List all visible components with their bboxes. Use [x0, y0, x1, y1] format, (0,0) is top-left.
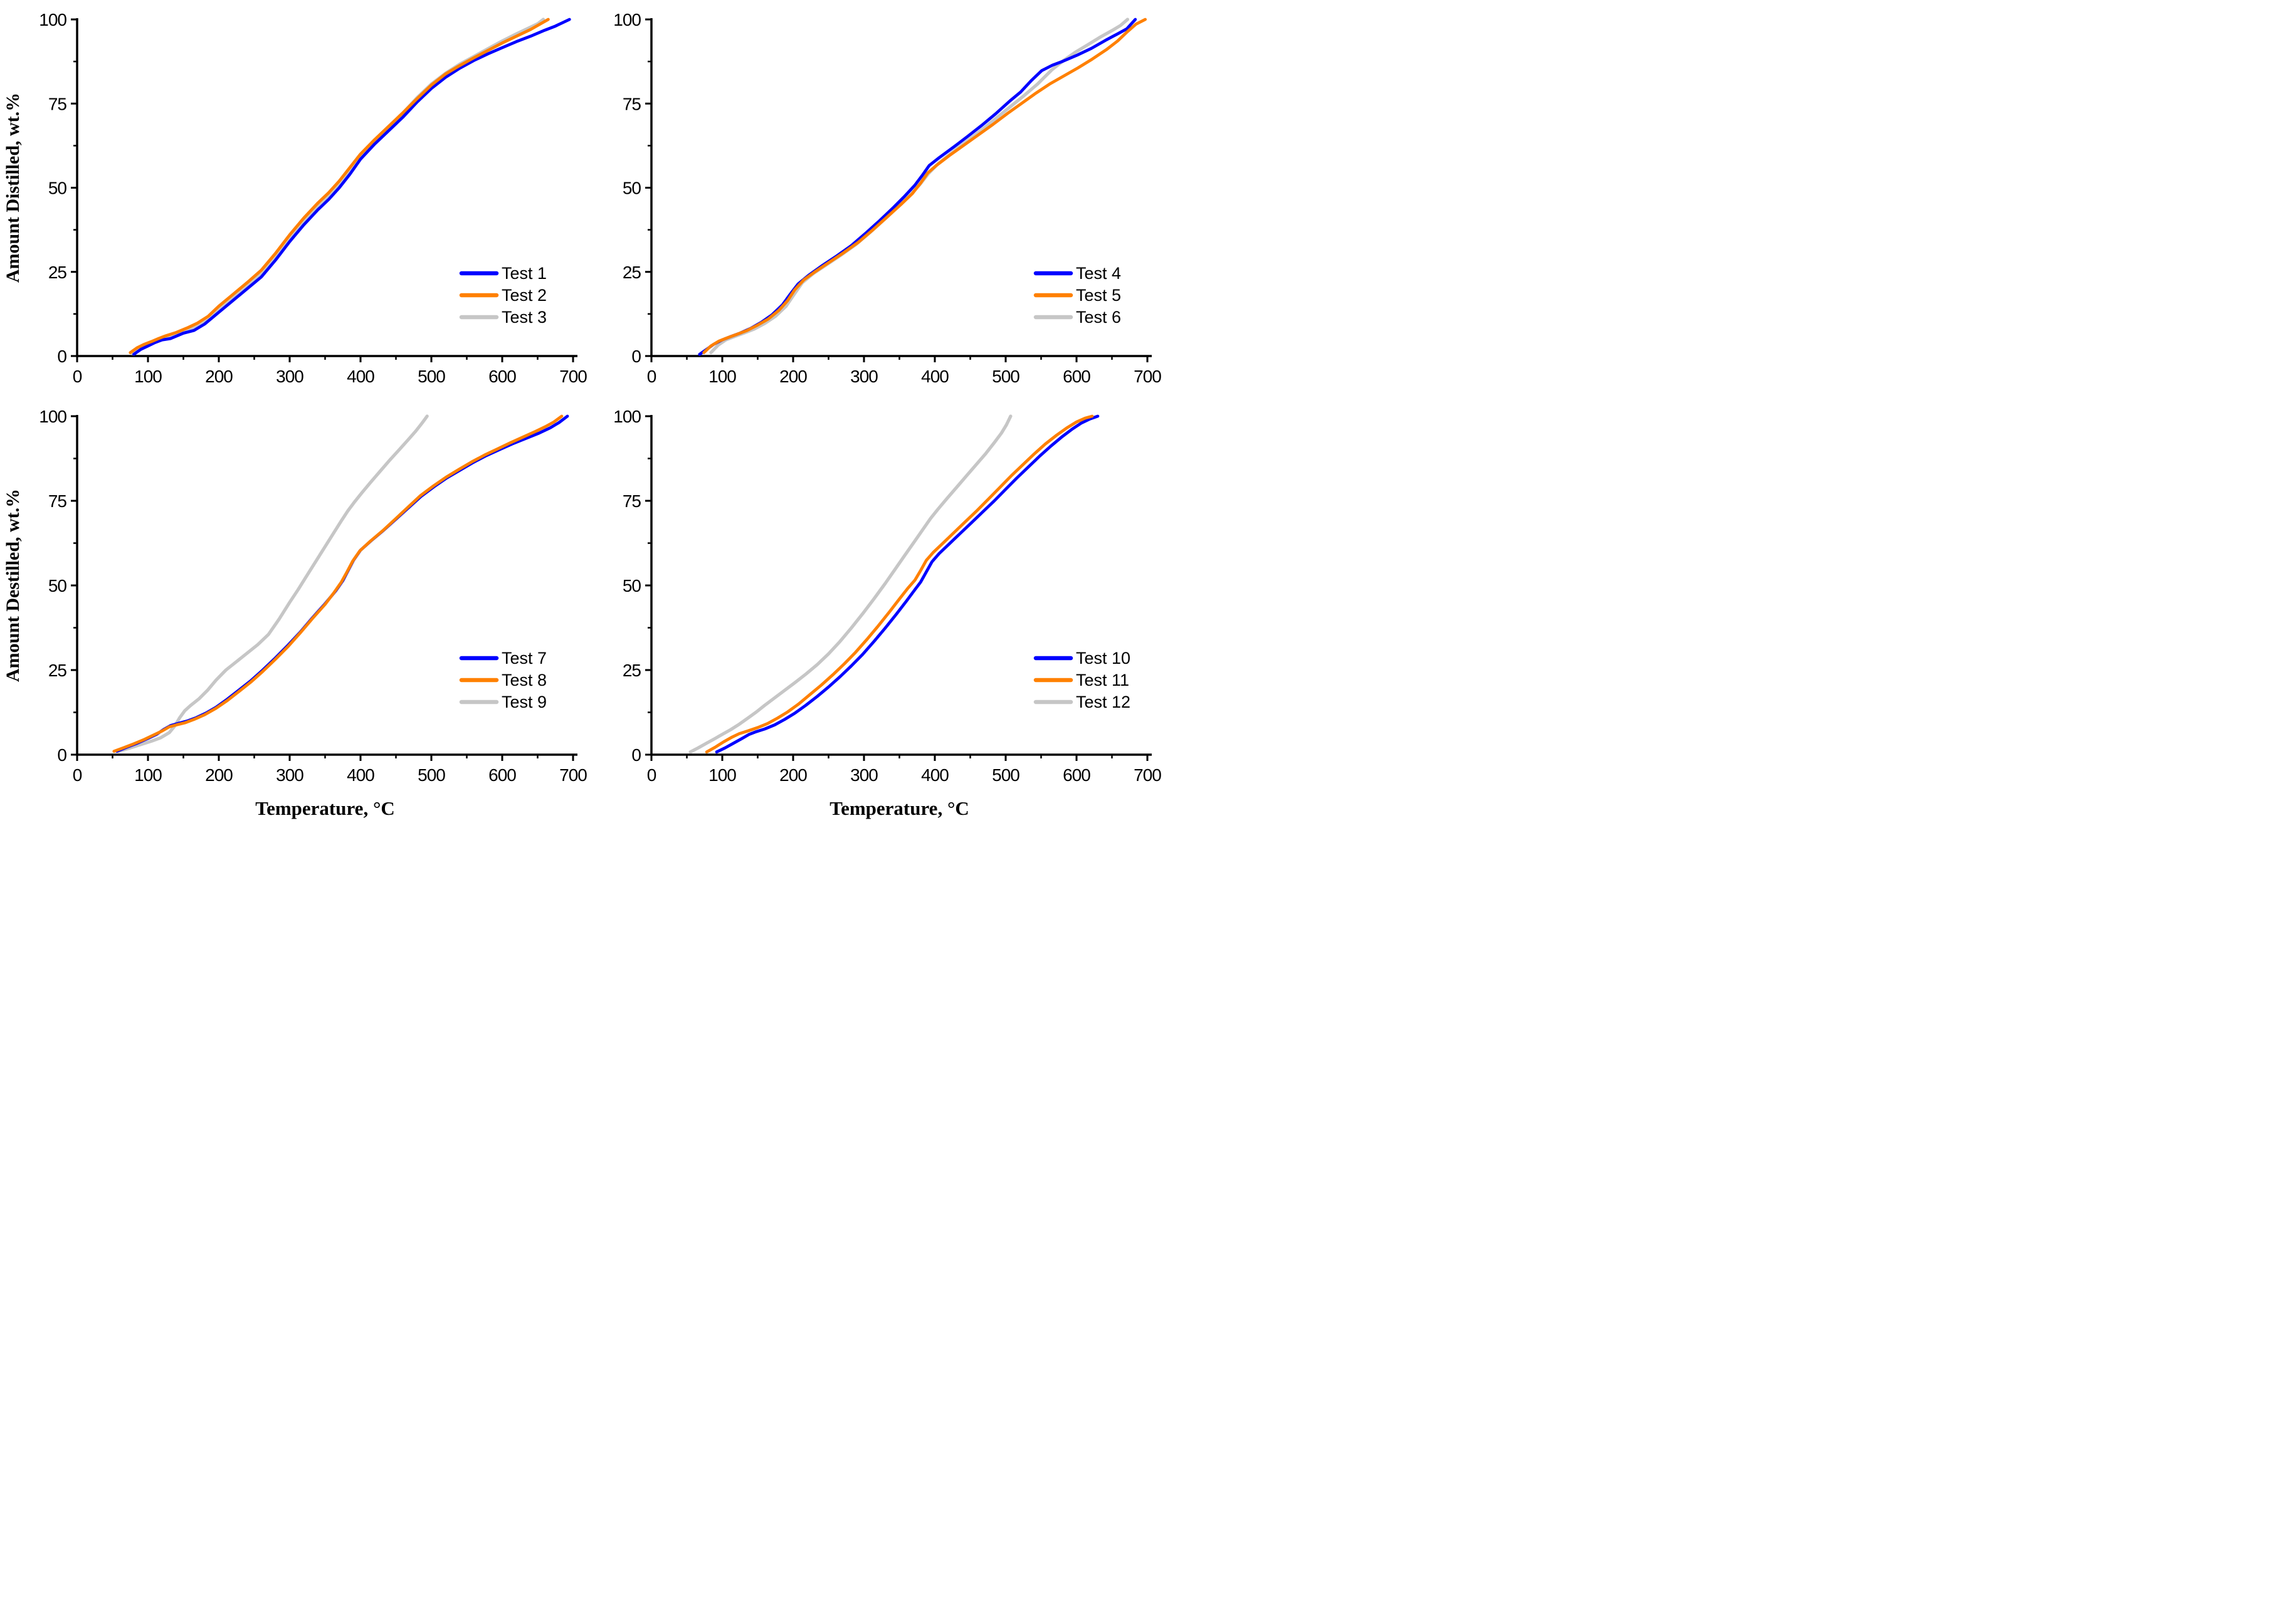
y-tick-label: 0 [57, 347, 66, 366]
y-tick-label: 75 [48, 94, 67, 113]
x-tick-label: 500 [418, 765, 445, 785]
x-tick-label: 200 [205, 367, 233, 386]
y-tick-label: 50 [48, 576, 67, 595]
chart-bottom-right: 0 100 200 300 400 500 600 700 0 25 50 75 100 Temperat… [613, 407, 1162, 819]
y-tick-label: 0 [57, 745, 66, 765]
x-tick-label: 500 [992, 765, 1019, 785]
legend-label: Test 7 [502, 649, 547, 668]
x-tick-label: 100 [708, 367, 736, 386]
y-tick-label: 75 [623, 491, 641, 511]
x-tick-label: 100 [134, 765, 162, 785]
chart-panel-bottom-right: 0 100 200 300 400 500 600 700 0 25 50 75 100 Temperat… [574, 389, 1162, 819]
y-tick-label: 75 [48, 491, 67, 511]
y-tick-label: 0 [631, 745, 641, 765]
y-tick-label: 25 [623, 263, 641, 282]
x-axis-title: Temperature, °C [255, 797, 394, 819]
y-axis-title: Amount Distilled, wt.% [3, 93, 23, 283]
legend-label: Test 3 [502, 308, 547, 327]
x-tick-label: 100 [134, 367, 162, 386]
y-tick-label: 25 [48, 661, 67, 680]
x-tick-label: 0 [73, 765, 82, 785]
x-tick-label: 300 [276, 765, 303, 785]
legend-label: Test 1 [502, 264, 547, 283]
series-line-test-10 [715, 414, 1100, 754]
x-tick-label: 300 [850, 765, 878, 785]
y-tick-label: 25 [623, 661, 641, 680]
y-tick-label: 25 [48, 263, 67, 282]
x-tick-label: 600 [1063, 367, 1090, 386]
x-tick-label: 200 [205, 765, 233, 785]
legend-label: Test 10 [1076, 649, 1130, 668]
y-tick-label: 100 [39, 407, 66, 426]
x-tick-label: 400 [921, 367, 949, 386]
chart-top-left: 0 100 200 300 400 500 600 700 0 25 50 75 100 Amount D… [3, 10, 587, 386]
x-tick-label: 700 [1134, 765, 1161, 785]
chart-panel-top-right: 0 100 200 300 400 500 600 700 0 25 50 75 100 Test 4 Te… [574, 0, 1162, 389]
x-tick-label: 500 [418, 367, 445, 386]
legend-label: Test 8 [502, 671, 547, 689]
x-tick-label: 700 [1134, 367, 1161, 386]
legend-label: Test 11 [1076, 671, 1129, 689]
series-line-test-5 [702, 18, 1147, 354]
x-tick-label: 0 [647, 765, 656, 785]
x-tick-label: 400 [921, 765, 949, 785]
series-line-test-9 [116, 414, 429, 753]
x-tick-label: 700 [559, 367, 587, 386]
x-axis-title: Temperature, °C [829, 797, 969, 819]
x-tick-label: 0 [73, 367, 82, 386]
y-tick-label: 100 [613, 407, 641, 426]
y-axis-title: Amount Destilled, wt.% [3, 489, 23, 682]
x-tick-label: 500 [992, 367, 1019, 386]
x-tick-label: 400 [347, 367, 374, 386]
legend-label: Test 6 [1076, 308, 1121, 327]
x-tick-label: 600 [1063, 765, 1090, 785]
x-tick-label: 100 [708, 765, 736, 785]
y-tick-label: 0 [631, 347, 641, 366]
x-tick-label: 200 [779, 765, 807, 785]
series-line-test-1 [132, 18, 571, 356]
legend-label: Test 9 [502, 693, 547, 711]
y-tick-label: 50 [623, 576, 641, 595]
series-line-test-11 [705, 414, 1094, 754]
x-tick-label: 700 [559, 765, 587, 785]
x-tick-label: 600 [488, 765, 516, 785]
series-line-test-2 [129, 18, 550, 354]
x-tick-label: 0 [647, 367, 656, 386]
series-line-test-7 [115, 414, 569, 753]
legend-label: Test 12 [1076, 693, 1130, 711]
x-tick-label: 300 [276, 367, 303, 386]
chart-panel-bottom-left: 0 100 200 300 400 500 600 700 0 25 50 75 100 Amount D… [0, 389, 587, 819]
series-line-test-8 [112, 414, 564, 753]
legend-label: Test 2 [502, 286, 547, 305]
x-tick-label: 400 [347, 765, 374, 785]
x-tick-label: 300 [850, 367, 878, 386]
series-line-test-12 [688, 414, 1013, 754]
y-tick-label: 100 [39, 10, 66, 29]
y-tick-label: 50 [623, 179, 641, 198]
legend-label: Test 5 [1076, 286, 1121, 305]
distillation-figure: 0 100 200 300 400 500 600 700 0 25 50 75 100 Amount D… [0, 0, 1162, 819]
y-tick-label: 75 [623, 94, 641, 113]
y-tick-label: 100 [613, 10, 641, 29]
x-tick-label: 200 [779, 367, 807, 386]
chart-panel-top-left: 0 100 200 300 400 500 600 700 0 25 50 75 100 Amount D… [0, 0, 587, 389]
y-tick-label: 50 [48, 179, 67, 198]
chart-bottom-left: 0 100 200 300 400 500 600 700 0 25 50 75 100 Amount D… [3, 407, 587, 819]
legend-label: Test 4 [1076, 264, 1121, 283]
chart-top-right: 0 100 200 300 400 500 600 700 0 25 50 75 100 Test 4 Te… [613, 10, 1162, 386]
x-tick-label: 600 [488, 367, 516, 386]
series-line-test-3 [130, 18, 545, 355]
